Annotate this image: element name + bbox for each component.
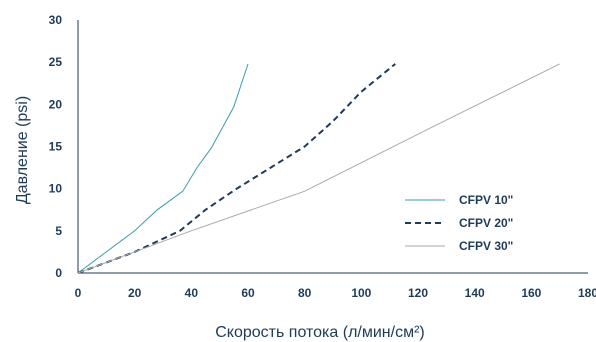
y-tick-label: 30 [49,13,63,27]
series-line-3 [77,63,560,274]
x-tick-label: 20 [128,286,142,300]
y-tick-label: 20 [49,97,63,111]
x-tick-label: 40 [185,286,199,300]
legend-label-3: CFPV 30" [459,239,513,253]
series-lines [77,63,560,274]
y-tick-label: 5 [55,224,62,238]
x-tick-label: 0 [75,286,82,300]
y-tick-label: 10 [49,182,63,196]
x-tick-label: 60 [241,286,255,300]
y-axis-title: Давление (psi) [14,96,31,204]
x-tick-label: 180 [578,286,596,300]
x-tick-label: 120 [408,286,428,300]
legend: CFPV 10" CFPV 20" CFPV 30" [405,193,513,253]
x-tick-label: 140 [465,286,485,300]
y-tick-label: 15 [49,140,63,154]
y-tick-labels: 0 5 10 15 20 25 30 [49,13,63,280]
x-tick-label: 100 [351,286,371,300]
legend-label-2: CFPV 20" [459,216,513,230]
series-line-2 [77,63,396,274]
axes [77,20,588,274]
y-tick-label: 25 [49,55,63,69]
y-tick-label: 0 [55,266,62,280]
x-axis-title: Скорость потока (л/мин/см²) [215,324,424,341]
legend-label-1: CFPV 10" [459,193,513,207]
x-tick-labels: 0 20 40 60 80 100 120 140 160 180 [75,286,596,300]
x-tick-label: 80 [298,286,312,300]
x-tick-label: 160 [521,286,541,300]
series-line-1 [77,63,249,274]
